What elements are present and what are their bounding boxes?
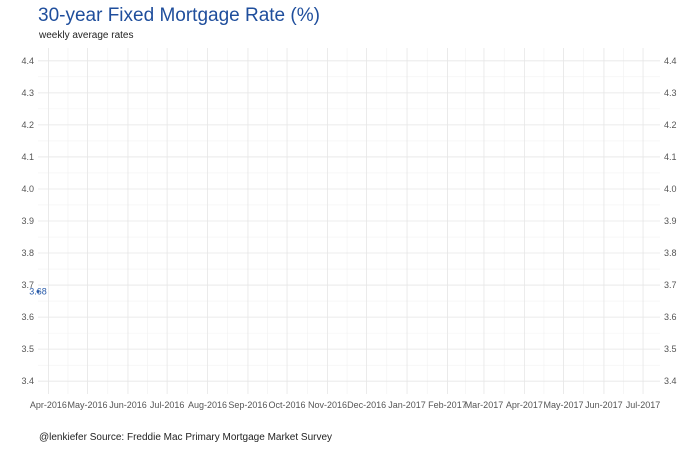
y-tick-label-left: 3.7 [21,280,34,290]
x-tick-label: Apr-2016 [30,400,67,410]
y-tick-label-left: 3.6 [21,312,34,322]
x-tick-label: May-2016 [68,400,108,410]
y-tick-label-right: 4.0 [664,184,677,194]
y-tick-label-right: 3.9 [664,216,677,226]
x-tick-label: Oct-2016 [269,400,306,410]
series-point-label: 3.68 [29,286,47,296]
x-tick-label: Feb-2017 [428,400,467,410]
y-axis-left: 3.4 3.5 3.6 3.7 3.8 3.9 4.0 4.1 4.2 4.3 4.4 [21,56,34,386]
series: 3.68 [29,286,47,296]
y-tick-label-left: 3.4 [21,376,34,386]
x-tick-label: Jan-2017 [388,400,426,410]
y-tick-label-right: 3.6 [664,312,677,322]
y-tick-label-left: 3.9 [21,216,34,226]
y-tick-label-left: 4.1 [21,152,34,162]
x-tick-label: Sep-2016 [228,400,267,410]
x-tick-label: Apr-2017 [506,400,543,410]
y-tick-label-right: 4.2 [664,120,677,130]
x-tick-label: Jul-2016 [150,400,185,410]
series-point [36,289,40,293]
y-tick-label-right: 3.8 [664,248,677,258]
x-tick-label: Nov-2016 [308,400,347,410]
y-tick-label-left: 4.2 [21,120,34,130]
x-tick-label: Jun-2016 [109,400,147,410]
y-tick-label-right: 4.4 [664,56,677,66]
x-tick-label: May-2017 [543,400,583,410]
y-tick-label-right: 3.5 [664,344,677,354]
y-tick-label-right: 4.3 [664,88,677,98]
source-caption: @lenkiefer Source: Freddie Mac Primary M… [39,432,333,443]
x-tick-label: Jun-2017 [585,400,623,410]
y-tick-label-right: 4.1 [664,152,677,162]
chart-title: 30-year Fixed Mortgage Rate (%) [38,5,320,26]
y-tick-label-right: 3.7 [664,280,677,290]
y-tick-label-left: 3.8 [21,248,34,258]
x-tick-label: Dec-2016 [347,400,386,410]
x-axis: Apr-2016 May-2016 Jun-2016 Jul-2016 Aug-2016… [30,400,660,410]
y-tick-label-left: 3.5 [21,344,34,354]
x-tick-label: Mar-2017 [465,400,504,410]
y-axis-right: 3.4 3.5 3.6 3.7 3.8 3.9 4.0 4.1 4.2 4.3 4.4 [664,56,677,386]
y-tick-label-left: 4.4 [21,56,34,66]
x-tick-label: Jul-2017 [626,400,661,410]
y-tick-label-left: 4.3 [21,88,34,98]
chart-subtitle: weekly average rates [39,30,134,41]
y-tick-label-right: 3.4 [664,376,677,386]
y-tick-label-left: 4.0 [21,184,34,194]
x-tick-label: Aug-2016 [188,400,227,410]
grid [38,48,660,394]
